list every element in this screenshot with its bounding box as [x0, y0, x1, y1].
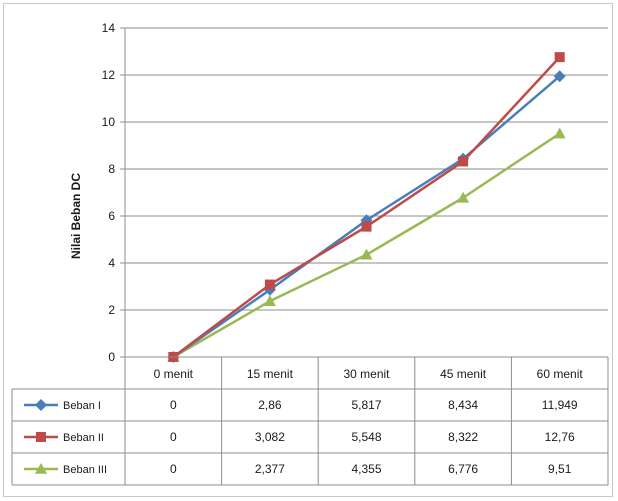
data-point — [553, 127, 566, 139]
legend-entry: Beban III — [24, 463, 107, 476]
y-tick-label: 14 — [102, 21, 116, 35]
y-tick-label: 4 — [108, 256, 115, 270]
table-cell-value: 3,082 — [255, 430, 285, 444]
legend-marker — [35, 463, 47, 474]
x-category-label: 15 menit — [247, 367, 294, 381]
series-line — [172, 56, 561, 359]
legend-label: Beban III — [63, 464, 107, 476]
legend-marker — [36, 432, 46, 442]
table-cell-value: 8,322 — [448, 430, 478, 444]
table-cell-value: 11,949 — [542, 398, 578, 412]
y-tick-label: 12 — [102, 68, 116, 82]
data-point — [263, 295, 276, 306]
table-cell-value: 0 — [170, 462, 177, 476]
x-category-label: 45 menit — [440, 367, 487, 381]
series-3 — [167, 127, 566, 362]
table-cell-value: 0 — [170, 430, 177, 444]
y-axis-label: Nilai Beban DC — [69, 173, 83, 259]
table-cell-value: 8,434 — [448, 398, 478, 412]
x-category-label: 30 menit — [343, 367, 390, 381]
table-cell-value: 2,377 — [255, 462, 285, 476]
x-category-label: 0 menit — [154, 367, 194, 381]
table-cell-value: 2,86 — [258, 398, 282, 412]
legend-label: Beban I — [63, 400, 101, 412]
y-tick-label: 2 — [108, 303, 115, 317]
table-cell-value: 5,548 — [351, 430, 381, 444]
table-cell-value: 6,776 — [448, 462, 478, 476]
data-point — [553, 70, 566, 83]
y-tick-label: 6 — [108, 209, 115, 223]
y-tick-label: 0 — [108, 350, 115, 364]
legend-label: Beban II — [63, 432, 104, 444]
table-cell-value: 0 — [170, 398, 177, 412]
series-2 — [168, 52, 565, 362]
table-cell-value: 9,51 — [548, 462, 572, 476]
table-cell-value: 4,355 — [351, 462, 381, 476]
legend-marker — [35, 399, 47, 411]
data-point — [554, 52, 565, 63]
data-point — [360, 248, 373, 260]
data-point — [457, 191, 470, 203]
data-point — [361, 221, 372, 232]
legend-entry: Beban II — [24, 432, 104, 444]
y-tick-label: 10 — [102, 115, 116, 129]
data-point — [458, 156, 469, 167]
series-line — [172, 132, 561, 359]
data-point — [264, 279, 275, 290]
table-cell-value: 5,817 — [351, 398, 381, 412]
table-cell-value: 12,76 — [545, 430, 575, 444]
legend-entry: Beban I — [24, 399, 101, 412]
y-tick-label: 8 — [108, 162, 115, 176]
x-category-label: 60 menit — [537, 367, 584, 381]
